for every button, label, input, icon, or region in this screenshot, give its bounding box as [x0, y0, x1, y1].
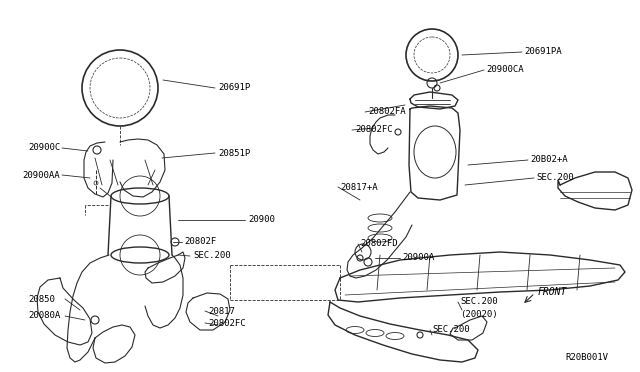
Text: 20080A: 20080A: [28, 311, 60, 321]
Text: SEC.200: SEC.200: [536, 173, 573, 183]
Text: 20802F: 20802F: [184, 237, 216, 247]
Text: FRONT: FRONT: [538, 287, 568, 297]
Text: 20817+A: 20817+A: [340, 183, 378, 192]
Text: (20020): (20020): [460, 310, 498, 318]
Text: 20691PA: 20691PA: [524, 48, 562, 57]
Text: SEC.200: SEC.200: [432, 326, 470, 334]
Text: 20900A: 20900A: [402, 253, 435, 263]
Text: 20851P: 20851P: [218, 148, 250, 157]
Text: 20691P: 20691P: [218, 83, 250, 93]
Text: 20900C: 20900C: [28, 144, 60, 153]
Text: 20850: 20850: [28, 295, 55, 304]
Text: R20B001V: R20B001V: [565, 353, 608, 362]
Text: SEC.200: SEC.200: [193, 251, 230, 260]
Text: 20B02+A: 20B02+A: [530, 155, 568, 164]
Text: 20802FA: 20802FA: [368, 108, 406, 116]
Text: 20802FC: 20802FC: [208, 318, 246, 327]
Text: 20900AA: 20900AA: [22, 170, 60, 180]
Text: 20900CA: 20900CA: [486, 65, 524, 74]
Text: 20900: 20900: [248, 215, 275, 224]
Text: 20817: 20817: [208, 307, 235, 315]
Text: SEC.200: SEC.200: [460, 298, 498, 307]
Text: 20802FD: 20802FD: [360, 240, 397, 248]
Text: 20802FC: 20802FC: [355, 125, 392, 135]
